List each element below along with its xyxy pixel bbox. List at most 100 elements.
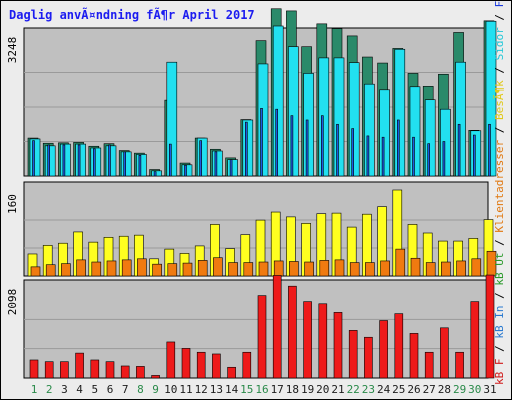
pages-bar — [257, 63, 269, 177]
pages-bar — [75, 143, 86, 177]
kb-bar — [288, 285, 297, 379]
files-bar — [351, 128, 355, 177]
kb-bar — [29, 359, 39, 379]
hosts-bar — [197, 260, 208, 277]
right-legend: kB F / kB In / kB Ut / Klientadresser / … — [493, 0, 506, 385]
pages-bar — [105, 145, 117, 177]
legend-entry: / — [493, 339, 506, 359]
pages-bar — [120, 151, 132, 177]
files-bar — [123, 151, 126, 177]
hosts-bar — [61, 263, 71, 277]
files-bar — [336, 123, 339, 177]
files-bar — [366, 135, 370, 177]
files-bar — [381, 136, 385, 177]
pages-bar — [196, 137, 208, 177]
pages-bar — [151, 170, 162, 177]
x-tick-label: 1 — [31, 383, 38, 396]
pages-bar — [136, 154, 147, 177]
hosts-bar — [365, 262, 375, 277]
x-tick-label: 26 — [407, 383, 420, 396]
files-bar — [108, 144, 111, 177]
legend-entry: / — [493, 120, 506, 140]
hosts-bar — [167, 263, 178, 277]
pages-bar — [455, 61, 466, 177]
hosts-bar — [137, 258, 147, 277]
kb-bar — [105, 361, 115, 379]
y-max-label-2: 160 — [6, 194, 19, 214]
pages-bar — [379, 89, 390, 177]
files-bar — [199, 140, 202, 177]
hosts-bar — [182, 262, 193, 277]
x-tick-label: 5 — [91, 383, 98, 396]
files-bar — [32, 140, 35, 177]
kb-bar — [181, 348, 191, 379]
files-bar — [214, 151, 218, 177]
files-bar — [229, 159, 233, 177]
x-tick-label: 31 — [483, 383, 496, 396]
x-tick-label: 13 — [210, 383, 223, 396]
kb-bar — [166, 341, 176, 379]
x-tick-label: 24 — [377, 383, 391, 396]
hosts-bar — [91, 261, 102, 277]
y-max-label-3: 2098 — [6, 289, 19, 316]
pages-bar — [44, 145, 56, 177]
pages-bar — [440, 108, 451, 177]
legend-entry: kB Ut — [493, 253, 506, 286]
x-tick-label: 23 — [362, 383, 375, 396]
kb-bar — [90, 359, 100, 379]
pages-bar — [424, 99, 436, 177]
legend-entry: / — [493, 7, 506, 27]
files-bar — [472, 134, 476, 177]
x-tick-label: 19 — [301, 383, 314, 396]
pages-bar — [90, 147, 102, 177]
kb-bar — [318, 303, 328, 379]
hosts-bar — [471, 258, 482, 277]
kb-bar — [348, 330, 358, 379]
pages-bar — [166, 61, 178, 177]
hosts-bar — [319, 260, 330, 277]
x-tick-label: 3 — [61, 383, 68, 396]
pages-bar — [409, 86, 421, 177]
x-tick-label: 21 — [331, 383, 344, 396]
pages-bar — [288, 46, 299, 177]
kb-bar — [379, 320, 388, 379]
files-bar — [396, 119, 400, 177]
hosts-bar — [456, 260, 466, 277]
x-tick-label: 15 — [240, 383, 253, 396]
x-tick-label: 27 — [423, 383, 436, 396]
x-tick-label: 8 — [137, 383, 144, 396]
x-tick-label: 14 — [225, 383, 239, 396]
pages-bar — [394, 48, 406, 177]
pages-bar — [181, 164, 193, 177]
legend-entry: kB F — [493, 359, 506, 386]
legend-entry: Filer — [493, 0, 506, 7]
files-bar — [245, 121, 248, 177]
hosts-bar — [213, 257, 223, 277]
hosts-bar — [304, 261, 314, 277]
y-max-label-1: 3248 — [6, 37, 19, 64]
files-bar — [290, 115, 294, 177]
hosts-bar — [76, 259, 86, 277]
x-tick-label: 28 — [438, 383, 451, 396]
pages-bar — [318, 57, 330, 177]
x-tick-label: 22 — [347, 383, 360, 396]
files-bar — [77, 144, 81, 177]
legend-entry: Klientadresser — [493, 140, 506, 233]
kb-bar — [151, 375, 160, 379]
hosts-bar — [380, 260, 390, 277]
kb-bar — [440, 327, 449, 379]
kb-bar — [485, 274, 495, 379]
kb-bar — [196, 351, 206, 379]
files-bar — [427, 143, 431, 177]
pages-bar — [242, 119, 254, 177]
kb-bar — [303, 301, 312, 379]
x-tick-label: 30 — [468, 383, 481, 396]
x-tick-label: 4 — [76, 383, 83, 396]
pages-bar — [348, 62, 360, 177]
x-tick-label: 16 — [255, 383, 268, 396]
x-tick-label: 18 — [286, 383, 299, 396]
hosts-bar — [273, 260, 284, 277]
x-tick-label: 7 — [122, 383, 129, 396]
hosts-bar — [441, 261, 451, 277]
